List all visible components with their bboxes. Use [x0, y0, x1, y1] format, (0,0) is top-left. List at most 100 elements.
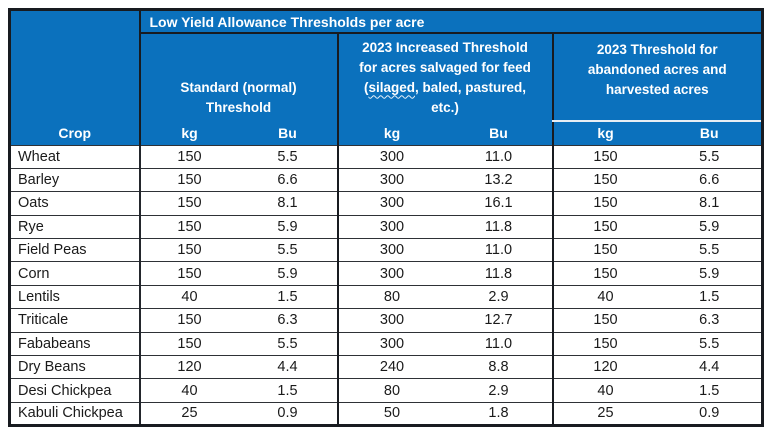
crop-name: Wheat [9, 144, 141, 169]
value-cell: 300 [336, 261, 446, 286]
value-cell: 6.6 [657, 167, 763, 192]
column-header-kg-increased: kg [336, 121, 446, 145]
value-cell: 1.5 [238, 284, 338, 309]
value-cell: 150 [139, 331, 239, 356]
value-cell: 150 [551, 144, 658, 169]
value-cell: 5.5 [657, 144, 763, 169]
column-header-kg-standard: kg [139, 121, 239, 145]
value-cell: 11.0 [445, 144, 553, 169]
value-cell: 5.5 [238, 331, 338, 356]
value-cell: 150 [551, 238, 658, 262]
table-row-rye: Rye 150 5.9 300 11.8 150 5.9 [9, 214, 763, 239]
value-cell: 8.1 [657, 191, 763, 216]
value-cell: 150 [551, 308, 658, 333]
value-cell: 2.9 [445, 378, 553, 403]
crop-name: Triticale [9, 308, 141, 333]
value-cell: 1.5 [657, 378, 763, 403]
group-standard-line2: Threshold [205, 100, 272, 115]
value-cell: 25 [139, 401, 239, 426]
value-cell: 240 [336, 355, 446, 379]
value-cell: 4.4 [657, 355, 763, 379]
value-cell: 5.5 [238, 144, 338, 169]
column-header-kg-abandoned: kg [551, 121, 658, 145]
value-cell: 40 [139, 284, 239, 309]
header-group-row: Standard (normal) Threshold 2023 Increas… [10, 33, 763, 122]
value-cell: 150 [139, 191, 239, 216]
value-cell: 150 [139, 167, 239, 192]
value-cell: 40 [551, 378, 658, 403]
value-cell: 2.9 [445, 284, 553, 309]
value-cell: 6.3 [657, 308, 763, 333]
group-header-standard-threshold: Standard (normal) Threshold [139, 33, 338, 121]
value-cell: 150 [551, 214, 658, 239]
value-cell: 120 [551, 355, 658, 379]
table-row-desi-chickpea: Desi Chickpea 40 1.5 80 2.9 40 1.5 [9, 378, 763, 403]
value-cell: 11.0 [445, 238, 553, 262]
value-cell: 11.8 [445, 214, 553, 239]
value-cell: 0.9 [657, 401, 763, 426]
value-cell: 11.0 [445, 331, 553, 356]
value-cell: 150 [551, 331, 658, 356]
low-yield-threshold-table: Crop Low Yield Allowance Thresholds per … [8, 8, 764, 428]
value-cell: 80 [336, 378, 446, 403]
value-cell: 8.8 [445, 355, 553, 379]
value-cell: 25 [551, 401, 658, 426]
value-cell: 300 [336, 167, 446, 192]
table-row-dry-beans: Dry Beans 120 4.4 240 8.8 120 4.4 [9, 355, 763, 379]
paren-open: ( [363, 79, 369, 95]
value-cell: 300 [336, 308, 446, 333]
value-cell: 1.8 [445, 401, 553, 426]
crop-name: Dry Beans [9, 355, 141, 379]
group-increased-line1: 2023 Increased Threshold [362, 39, 528, 55]
value-cell: 150 [551, 167, 658, 192]
value-cell: 40 [551, 284, 658, 309]
group-header-increased-threshold: 2023 Increased Threshold for acres salva… [336, 33, 553, 121]
value-cell: 5.5 [657, 238, 763, 262]
crop-name: Fababeans [9, 331, 141, 356]
crop-name: Desi Chickpea [9, 378, 141, 403]
value-cell: 6.6 [238, 167, 338, 192]
value-cell: 150 [139, 238, 239, 262]
value-cell: 300 [336, 214, 446, 239]
value-cell: 1.5 [657, 284, 763, 309]
value-cell: 5.9 [238, 214, 338, 239]
value-cell: 8.1 [238, 191, 338, 216]
group-abandoned-line3: harvested acres [605, 82, 709, 97]
value-cell: 5.5 [657, 331, 763, 356]
line3-rest: , baled, pastured, [415, 79, 527, 95]
value-cell: 80 [336, 284, 446, 309]
header-unit-row: kg Bu kg Bu kg Bu [10, 121, 763, 145]
column-header-bu-standard: Bu [238, 121, 338, 145]
threshold-table-container: Crop Low Yield Allowance Thresholds per … [8, 8, 764, 428]
value-cell: 5.9 [657, 261, 763, 286]
value-cell: 12.7 [445, 308, 553, 333]
table-row-triticale: Triticale 150 6.3 300 12.7 150 6.3 [9, 308, 763, 333]
group-increased-line3: (silaged, baled, pastured, [339, 78, 552, 98]
value-cell: 1.5 [238, 378, 338, 403]
table-row-fababeans: Fababeans 150 5.5 300 11.0 150 5.5 [9, 331, 763, 356]
table-row-corn: Corn 150 5.9 300 11.8 150 5.9 [9, 261, 763, 286]
table-row-kabuli-chickpea: Kabuli Chickpea 25 0.9 50 1.8 25 0.9 [9, 401, 763, 426]
group-abandoned-line2: abandoned acres and [587, 62, 727, 77]
value-cell: 150 [551, 191, 658, 216]
value-cell: 5.9 [657, 214, 763, 239]
table-row-barley: Barley 150 6.6 300 13.2 150 6.6 [9, 167, 763, 192]
value-cell: 5.9 [238, 261, 338, 286]
value-cell: 300 [336, 191, 446, 216]
table-row-oats: Oats 150 8.1 300 16.1 150 8.1 [9, 191, 763, 216]
value-cell: 5.5 [238, 238, 338, 262]
table-title: Low Yield Allowance Thresholds per acre [138, 9, 763, 34]
value-cell: 300 [336, 144, 446, 169]
value-cell: 4.4 [238, 355, 338, 379]
crop-name: Corn [9, 261, 141, 286]
column-header-bu-abandoned: Bu [657, 121, 763, 145]
group-increased-line4: etc.) [431, 99, 459, 115]
column-header-bu-increased: Bu [445, 121, 553, 145]
crop-name: Lentils [9, 284, 141, 309]
header-title-row: Crop Low Yield Allowance Thresholds per … [9, 9, 763, 145]
value-cell: 300 [336, 331, 446, 356]
value-cell: 150 [139, 261, 239, 286]
value-cell: 13.2 [445, 167, 553, 192]
value-cell: 50 [336, 401, 446, 426]
value-cell: 16.1 [445, 191, 553, 216]
